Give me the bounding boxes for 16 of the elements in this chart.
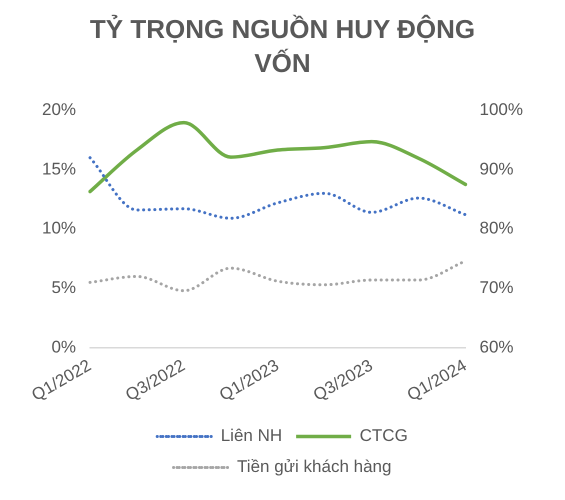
y-tick-label: 10% xyxy=(42,218,76,238)
legend-label: Tiền gửi khách hàng xyxy=(237,457,392,476)
y2-tick-label: 100% xyxy=(480,100,524,119)
line-series xyxy=(88,156,468,220)
y2-tick-label: 70% xyxy=(480,278,514,298)
y2-tick-label: 90% xyxy=(480,159,514,178)
legend-label: CTCG xyxy=(360,426,408,446)
y-tick-label: 0% xyxy=(51,337,76,356)
y-tick-label: 20% xyxy=(42,100,76,119)
y-tick-label: 5% xyxy=(51,278,76,298)
line-series xyxy=(88,120,468,194)
legend-label: Liên NH xyxy=(220,426,282,446)
y2-tick-label: 60% xyxy=(480,337,514,356)
chart-title: TỶ TRỌNG NGUỒN HUY ĐỘNG VỐN xyxy=(88,13,476,80)
y-tick-label: 15% xyxy=(42,159,76,178)
y2-tick-label: 80% xyxy=(480,218,514,238)
